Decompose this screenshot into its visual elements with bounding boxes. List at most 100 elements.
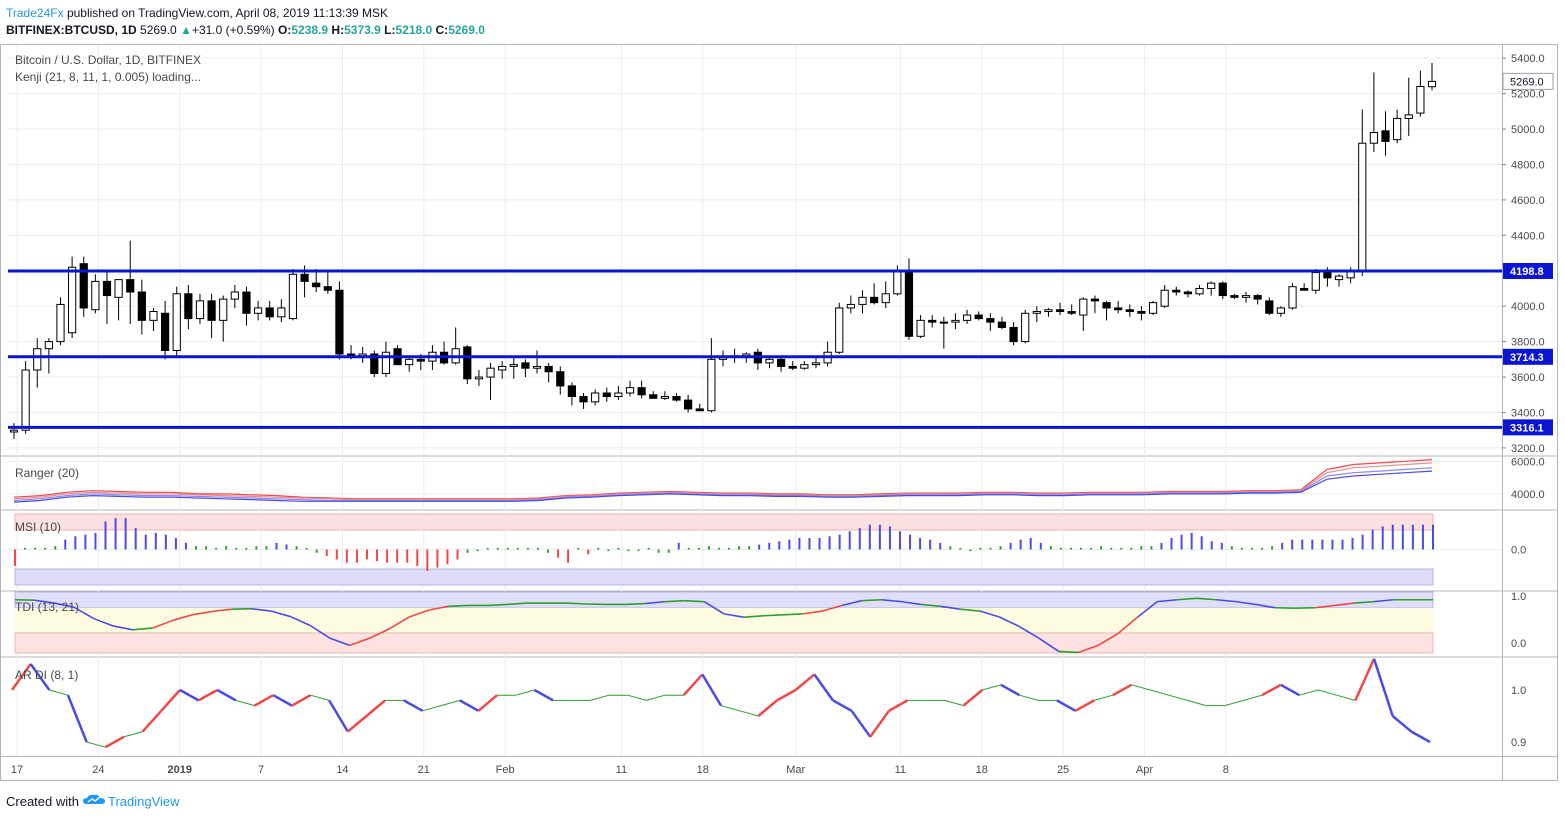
tdi-segment	[448, 604, 469, 608]
time-axis-label: 17	[11, 764, 23, 776]
tdi-segment	[802, 610, 823, 615]
candle-up	[1148, 302, 1158, 314]
candle-down	[300, 273, 309, 282]
ardi-segment	[235, 699, 255, 707]
tdi-segment	[133, 627, 153, 631]
ardi-segment	[216, 688, 237, 702]
candle-down	[788, 365, 797, 369]
ardi-segment	[944, 699, 964, 707]
tdi-segment	[1157, 598, 1178, 603]
candle-up	[800, 364, 809, 369]
ardi-segment	[272, 694, 293, 707]
ardi-segment	[776, 688, 797, 702]
tdi-segment	[192, 610, 213, 616]
candle-up	[44, 341, 53, 350]
candle-up	[21, 369, 30, 431]
candle-down	[777, 358, 786, 367]
tdi-segment	[73, 606, 95, 620]
ardi-segment	[1354, 658, 1376, 701]
open-label: O:	[278, 23, 292, 37]
ardi-segment	[627, 694, 647, 701]
candle-up	[1079, 298, 1088, 316]
candle-down	[207, 300, 216, 321]
tdi-pane-title: TDI (13, 21)	[15, 600, 80, 614]
last-price: 5269.0	[140, 23, 177, 37]
candle-up	[858, 296, 867, 305]
tdi-segment	[34, 599, 55, 604]
ardi-segment	[104, 735, 125, 749]
candle-down	[637, 387, 646, 396]
tdi-segment	[920, 603, 941, 608]
main-pane-title: Bitcoin / U.S. Dollar, 1D, BITFINEX	[15, 53, 202, 67]
symbol-label: BITFINEX:BTCUSD, 1D	[6, 23, 137, 37]
candle-up	[1358, 142, 1367, 272]
low-label: L:	[384, 23, 396, 37]
price-axis-label: 3200.0	[1511, 443, 1545, 455]
ranger-series-line	[13, 459, 1433, 500]
ardi-segment	[1112, 683, 1133, 697]
candle-down	[695, 408, 704, 412]
candle-down	[1009, 326, 1018, 343]
level-price-label: 3714.3	[1510, 352, 1544, 364]
candle-down	[684, 399, 693, 410]
tdi-segment	[369, 628, 390, 640]
candle-down	[102, 280, 112, 297]
price-axis-label: 5400.0	[1511, 53, 1545, 65]
tdi-segment	[743, 614, 764, 618]
tdi-lower-zone	[14, 632, 1434, 654]
candle-up	[532, 365, 542, 369]
tradingview-logo-icon	[82, 794, 108, 809]
ohlc-line: BITFINEX:BTCUSD, 1D 5269.0 ▲+31.0 (+0.59…	[6, 23, 485, 37]
candle-up	[939, 321, 948, 324]
tradingview-link[interactable]: TradingView	[108, 794, 180, 809]
candle-up	[625, 387, 635, 394]
candle-down	[1230, 295, 1239, 298]
candle-up	[591, 392, 600, 403]
tdi-segment	[349, 637, 370, 647]
ardi-segment	[1056, 699, 1077, 712]
tdi-segment	[1235, 600, 1256, 606]
chart-area[interactable]: 17 24 2019 7 14 21 Feb 11 18 Mar 11 18 25 Apr 8 3200.0 3…	[0, 0, 1565, 790]
ardi-segment	[197, 688, 218, 702]
close-value: 5269.0	[448, 23, 485, 37]
candle-up	[893, 270, 902, 295]
candle-up	[614, 392, 623, 398]
level-price-label: 4198.8	[1510, 266, 1544, 278]
ardi-segment	[1280, 683, 1301, 697]
candle-down	[1067, 311, 1076, 314]
high-label: H:	[331, 23, 345, 37]
candle-up	[277, 307, 286, 318]
time-axis-label: 18	[697, 764, 709, 776]
tdi-segment	[1176, 597, 1197, 601]
candle-up	[835, 307, 844, 353]
ardi-segment	[1224, 699, 1244, 707]
ardi-segment	[141, 709, 163, 733]
candle-down	[1137, 311, 1146, 314]
tdi-segment	[1078, 644, 1099, 654]
ardi-segment	[1074, 699, 1095, 712]
price-axis-label: 4800.0	[1511, 159, 1545, 171]
tdi-segment	[1334, 602, 1355, 607]
tdi-segment	[684, 599, 705, 603]
candle-up	[498, 365, 507, 371]
tdi-segment	[309, 624, 331, 639]
published-text: published on TradingView.com, April 08, …	[66, 6, 389, 20]
tdi-segment	[841, 599, 863, 607]
candle-down	[1253, 295, 1262, 300]
candle-down	[556, 371, 565, 387]
ardi-pane-title: AR DI (8, 1)	[15, 668, 79, 682]
ardi-segment	[1317, 689, 1337, 696]
candle-up	[1032, 311, 1041, 314]
publisher-link[interactable]: Trade24Fx	[6, 6, 64, 20]
candle-up	[707, 358, 716, 412]
ardi-axis-label: 0.9	[1511, 737, 1526, 749]
created-with-text: Created with	[6, 794, 79, 809]
ardi-segment	[29, 663, 51, 691]
tdi-segment	[172, 614, 193, 622]
candle-down	[184, 293, 193, 320]
tdi-segment	[1038, 637, 1060, 653]
tdi-segment	[1354, 600, 1374, 604]
ardi-axis-label: 1.0	[1511, 685, 1526, 697]
candle-down	[1090, 298, 1100, 302]
price-axis-label: 3600.0	[1511, 372, 1545, 384]
